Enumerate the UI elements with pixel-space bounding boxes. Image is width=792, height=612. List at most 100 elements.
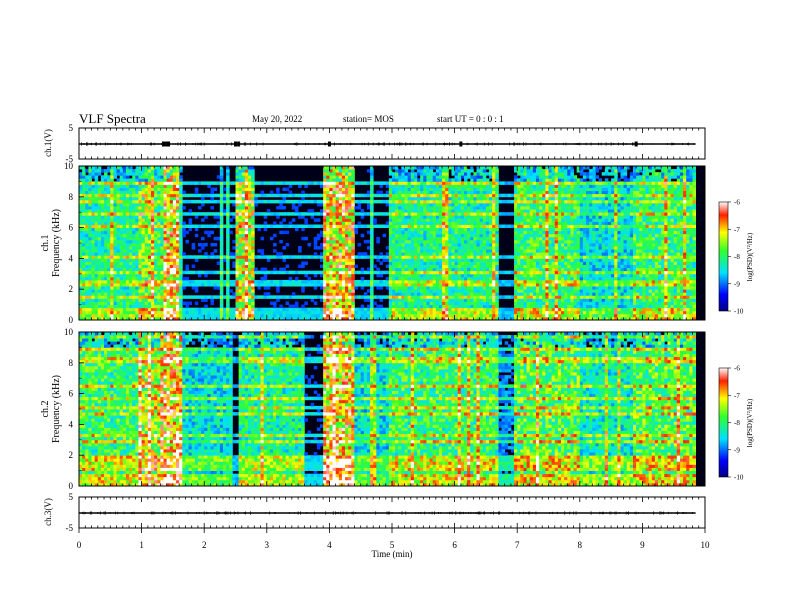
spectrogram-cell bbox=[151, 181, 155, 184]
spectrogram-cell bbox=[239, 228, 243, 231]
spectrogram-cell bbox=[129, 298, 133, 301]
spectrogram-cell bbox=[270, 191, 274, 194]
spectrogram-cell bbox=[151, 302, 155, 305]
spectrogram-cell bbox=[104, 292, 108, 295]
spectrogram-cell bbox=[236, 289, 240, 292]
spectrogram-cell bbox=[145, 215, 149, 218]
spectrogram-cell bbox=[101, 184, 105, 187]
spectrogram-cell bbox=[151, 218, 155, 221]
spectrogram-cell bbox=[248, 200, 252, 203]
spectrogram-cell bbox=[148, 286, 152, 289]
spectrogram-cell bbox=[226, 246, 230, 249]
spectrogram-cell bbox=[286, 311, 290, 314]
ch1-spectrogram-panel: 0246810 ch.1 Frequency (kHz) -6-7-8-9-10… bbox=[40, 161, 754, 325]
spectrogram-cell bbox=[173, 169, 177, 172]
spectrogram-cell bbox=[311, 295, 315, 298]
spectrogram-cell bbox=[167, 191, 171, 194]
spectrogram-cell bbox=[82, 200, 86, 203]
spectrogram-cell bbox=[129, 215, 133, 218]
spectrogram-cell bbox=[179, 184, 183, 187]
spectrogram-cell bbox=[85, 228, 89, 231]
spectrogram-cell bbox=[176, 261, 180, 264]
spectrogram-cell bbox=[164, 169, 168, 172]
spectrogram-cell bbox=[210, 308, 214, 311]
spectrogram-cell bbox=[173, 311, 177, 314]
spectrogram-cell bbox=[245, 181, 249, 184]
spectrogram-cell bbox=[214, 311, 218, 314]
spectrogram-cell bbox=[101, 283, 105, 286]
spectrogram-cell bbox=[160, 200, 164, 203]
spectrogram-cell bbox=[138, 249, 142, 252]
spectrogram-cell bbox=[154, 172, 158, 175]
spectrogram-cell bbox=[298, 215, 302, 218]
spectrogram-cell bbox=[85, 234, 89, 237]
spectrogram-cell bbox=[88, 249, 92, 252]
spectrogram-cell bbox=[270, 271, 274, 274]
date-label: May 20, 2022 bbox=[252, 114, 302, 124]
spectrogram-cell bbox=[279, 194, 283, 197]
spectrogram-cell bbox=[79, 197, 83, 200]
spectrogram-cell bbox=[148, 215, 152, 218]
spectrogram-cell bbox=[107, 311, 111, 314]
spectrogram-cell bbox=[98, 302, 102, 305]
spectrogram-cell bbox=[229, 311, 233, 314]
spectrogram-cell bbox=[157, 200, 161, 203]
spectrogram-cell bbox=[117, 184, 121, 187]
spectrogram-cell bbox=[311, 283, 315, 286]
spectrogram-cell bbox=[170, 283, 174, 286]
spectrogram-cell bbox=[138, 191, 142, 194]
spectrogram-cell bbox=[189, 295, 193, 298]
spectrogram-cell bbox=[201, 283, 205, 286]
spectrogram-cell bbox=[279, 295, 283, 298]
spectrogram-cell bbox=[151, 221, 155, 224]
spectrogram-cell bbox=[135, 218, 139, 221]
spectrogram-cell bbox=[179, 221, 183, 224]
spectrogram-cell bbox=[245, 203, 249, 206]
spectrogram-cell bbox=[85, 249, 89, 252]
spectrogram-cell bbox=[154, 237, 158, 240]
spectrogram-cell bbox=[195, 255, 199, 258]
spectrogram-cell bbox=[82, 265, 86, 268]
spectrogram-cell bbox=[126, 277, 130, 280]
spectrogram-cell bbox=[104, 249, 108, 252]
spectrogram-cell bbox=[135, 228, 139, 231]
spectrogram-cell bbox=[132, 286, 136, 289]
spectrogram-cell bbox=[148, 311, 152, 314]
spectrogram-cell bbox=[257, 249, 261, 252]
spectrogram-cell bbox=[251, 289, 255, 292]
spectrogram-cell bbox=[107, 209, 111, 212]
spectrogram-cell bbox=[85, 271, 89, 274]
spectrogram-cell bbox=[113, 305, 117, 308]
spectrogram-cell bbox=[160, 169, 164, 172]
spectrogram-cell bbox=[98, 240, 102, 243]
spectrogram-cell bbox=[85, 295, 89, 298]
spectrogram-cell bbox=[132, 249, 136, 252]
spectrogram-cell bbox=[85, 231, 89, 234]
spectrogram-cell bbox=[120, 280, 124, 283]
spectrogram-cell bbox=[151, 237, 155, 240]
spectrogram-cell bbox=[129, 277, 133, 280]
spectrogram-cell bbox=[110, 188, 114, 191]
spectrogram-cell bbox=[117, 314, 121, 317]
spectrogram-cell bbox=[236, 298, 240, 301]
spectrogram-cell bbox=[167, 277, 171, 280]
spectrogram-cell bbox=[85, 237, 89, 240]
spectrogram-cell bbox=[145, 218, 149, 221]
spectrogram-cell bbox=[236, 283, 240, 286]
spectrogram-cell bbox=[201, 225, 205, 228]
spectrogram-cell bbox=[126, 311, 130, 314]
spectrogram-cell bbox=[176, 181, 180, 184]
spectrogram-cell bbox=[148, 181, 152, 184]
spectrogram-cell bbox=[151, 243, 155, 246]
spectrogram-cell bbox=[226, 283, 230, 286]
spectrogram-cell bbox=[157, 218, 161, 221]
spectrogram-cell bbox=[123, 221, 127, 224]
spectrogram-cell bbox=[307, 277, 311, 280]
spectrogram-cell bbox=[98, 308, 102, 311]
spectrogram-cell bbox=[138, 274, 142, 277]
spectrogram-cell bbox=[117, 280, 121, 283]
spectrogram-cell bbox=[242, 274, 246, 277]
spectrogram-cell bbox=[138, 197, 142, 200]
spectrogram-cell bbox=[279, 305, 283, 308]
spectrogram-cell bbox=[132, 188, 136, 191]
